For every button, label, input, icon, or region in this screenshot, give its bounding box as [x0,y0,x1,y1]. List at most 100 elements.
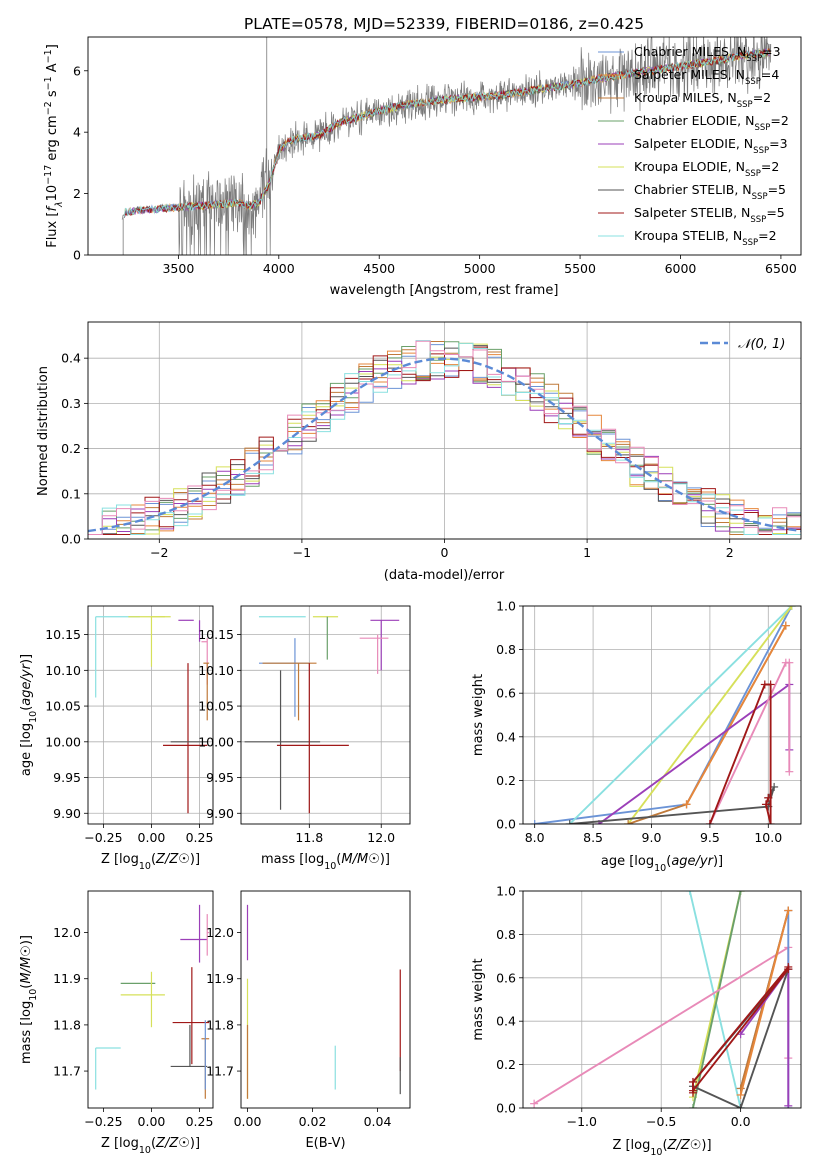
y-tick-label: 0.2 [496,773,516,788]
axes-frame [87,321,802,540]
mass-weight-line [569,606,793,824]
label-part: Flux [ [45,212,60,248]
label-part: 10 [650,1147,662,1158]
x-tick-label: 0.04 [364,1114,392,1129]
y-axis-label: Normed distribution [36,366,51,496]
x-axis-label: (data-model)/error [384,568,505,583]
x-tick-label: 2 [726,545,734,560]
label-part: 10 [28,711,39,723]
legend-sub: SSP [737,100,753,110]
y-tick-label: 1.0 [496,884,516,899]
legend-tail: =3 [769,136,787,151]
chart-spectrum: 3500 4000 4500 5000 5500 6000 6500 0 2 4 6 Chabrier… [43,36,802,298]
label-part: )] [380,852,390,867]
legend-entry: Salpeter STELIB, NSSP=5 [634,205,785,225]
x-tick-label: 0.25 [186,1114,214,1129]
label-part: f [45,205,60,212]
y-tick-label: 11.9 [206,971,234,986]
x-axis-label: E(B-V) [305,1136,345,1151]
x-tick-label: 11.8 [295,830,323,845]
axes-frame [240,890,411,1109]
x-tick-label: 9.5 [700,830,720,845]
label-part: A [45,63,60,76]
label-part: 10 [654,863,666,874]
legend-entry: Chabrier ELODIE, NSSP=2 [634,113,789,133]
y-tick-label: 2 [73,186,81,201]
y-tick-label: 11.9 [53,971,81,986]
x-tick-label: 5000 [464,261,496,276]
label-part: )] [190,852,200,867]
x-tick-label: 0.00 [234,1114,262,1129]
label-part: ( [19,984,34,989]
legend-sub: SSP [745,169,761,179]
legend-tail: =3 [762,44,780,59]
label-part: 10 [139,861,151,872]
y-tick-label: 0.4 [61,351,81,366]
error-bar-point [244,670,321,810]
label-part: )] [19,935,34,945]
x-tick-label: 0.00 [138,1114,166,1129]
label-part: 10 [45,185,60,202]
x-axis-label: age [log10(age/yr)] [601,854,723,874]
y-tick-label: 0.2 [61,441,81,456]
x-tick-label: −1.0 [567,1114,597,1129]
legend-sub: SSP [750,215,766,225]
x-tick-label: 0.00 [138,830,166,845]
label-part: Normed distribution [36,366,51,496]
label-part: )] [19,654,34,664]
axes-frame [240,605,411,825]
label-part: mass [log [19,1001,34,1064]
label-part: ( [666,854,671,869]
y-tick-label: 10.05 [45,699,81,714]
y-tick-label: 10.15 [45,627,81,642]
x-axis-label: Z [log10(Z/Z☉)] [612,1138,711,1158]
error-bar-point [262,662,317,721]
legend-entry: Kroupa STELIB, NSSP=2 [634,228,777,248]
error-bar-point [95,1047,121,1090]
label-part: Z/Z☉ [667,1138,702,1153]
x-tick-label: 4000 [263,261,295,276]
legend-entry: Kroupa ELODIE, NSSP=2 [634,159,779,179]
mass-weight-line [627,606,793,824]
label-part: mass weight [471,958,486,1040]
y-tick-label: 0.4 [496,729,516,744]
label-part: age [log [601,854,654,869]
label-part: mass [log [261,852,324,867]
x-tick-label: 0 [441,545,449,560]
legend-entry: Kroupa MILES, NSSP=2 [634,90,771,110]
label-part: 10 [28,989,39,1001]
label-part: −1 [43,76,54,90]
label-part: age/yr [19,662,34,705]
error-bar-point [203,662,210,721]
error-bar-point [276,663,349,814]
y-tick-label: 0.6 [496,686,516,701]
label-part: age/yr [671,854,714,869]
x-tick-label: −0.25 [84,1114,122,1129]
legend-tail: =2 [758,228,776,243]
legend-entry: Salpeter ELODIE, NSSP=3 [634,136,788,156]
legend-entry: Chabrier MILES, NSSP=3 [634,44,781,64]
plot-area [530,606,796,824]
label-part: Z [log [101,1136,139,1151]
y-tick-label: 4 [73,125,81,140]
y-tick-label: 0.8 [496,642,516,657]
y-tick-label: 6 [73,63,81,78]
label-part: ( [662,1138,667,1153]
y-tick-label: 0 [73,248,81,263]
x-tick-label: −0.5 [646,1114,676,1129]
y-tick-label: 0.8 [496,927,516,942]
chart-mass-vs-EBV: 0.00 0.02 0.04 11.7 11.8 11.9 12.0 E(B-V) [206,890,411,1151]
legend-label: Kroupa ELODIE, N [634,159,745,174]
x-tick-label: 9.0 [642,830,662,845]
label-part: (data-model)/error [384,568,505,583]
label-part: Z [log [612,1138,650,1153]
legend-label: Salpeter STELIB, N [634,205,750,220]
error-bar-point [120,971,165,1028]
label-part: ] [45,44,60,49]
plot-area [246,904,401,1099]
y-axis-label: Flux [fλ10−17 erg cm−2 s−1 A−1] [43,44,65,248]
label-part: ( [151,852,156,867]
legend-label: Chabrier STELIB, N [634,182,752,197]
x-tick-label: 10.0 [754,830,782,845]
